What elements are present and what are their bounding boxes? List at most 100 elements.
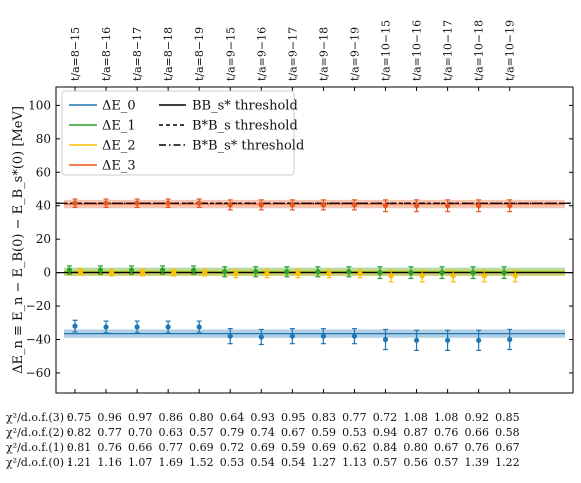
chi2-value-1-12: 0.76 (434, 426, 459, 439)
point-s0-11 (413, 337, 420, 343)
chi2-value-0-0: 0.75 (67, 411, 92, 424)
chi2-value-3-1: 1.16 (97, 456, 122, 469)
point-s3-11 (413, 203, 420, 209)
chi2-value-1-2: 0.70 (128, 426, 153, 439)
point-s1-7 (284, 269, 290, 275)
chi2-value-1-6: 0.74 (250, 426, 275, 439)
chi2-table: χ²/d.o.f.(3) :0.75 0.96 0.97 0.86 0.80 0.64 0.… (6, 411, 520, 469)
point-s0-13 (476, 337, 482, 343)
chi2-value-0-3: 0.86 (159, 411, 184, 424)
point-s1-14 (501, 270, 507, 276)
point-s3-12 (445, 203, 451, 209)
point-s0-2 (134, 324, 140, 330)
legend-label-level-3: ΔE_3 (102, 159, 136, 174)
x-category-label-7: t/a=9−17 (286, 27, 299, 81)
chi2-value-2-2: 0.66 (128, 441, 153, 454)
chi2-value-3-7: 0.54 (281, 456, 306, 469)
point-s3-9 (351, 202, 358, 208)
point-s0-14 (507, 336, 513, 343)
point-s3-1 (103, 200, 109, 206)
point-s2-9 (357, 270, 363, 277)
legend-label-threshold-1: B*B_s threshold (192, 119, 298, 134)
chi2-value-3-2: 1.07 (128, 456, 153, 469)
point-s3-14 (507, 203, 513, 209)
x-category-label-4: t/a=8−19 (193, 27, 206, 81)
chi2-value-2-0: 0.81 (67, 441, 92, 454)
y-tick-label-3: 0 (43, 266, 51, 280)
fit-bands (64, 199, 565, 338)
point-s0-12 (445, 337, 451, 343)
chi2-value-0-6: 0.93 (250, 411, 275, 424)
point-s1-12 (439, 270, 445, 276)
point-s0-3 (165, 324, 171, 330)
x-category-label-3: t/a=8−18 (162, 27, 175, 81)
point-s2-3 (171, 270, 177, 276)
point-s3-10 (382, 203, 389, 209)
point-s2-13 (481, 273, 487, 279)
point-s2-10 (388, 273, 394, 279)
chi2-value-1-9: 0.53 (342, 426, 367, 439)
y-tick-label-6: 60 (36, 165, 51, 179)
chi2-value-3-10: 0.57 (373, 456, 398, 469)
legend-label-level-1: ΔE_1 (102, 119, 136, 134)
x-category-label-6: t/a=9−16 (255, 27, 268, 81)
chi2-value-2-11: 0.80 (403, 441, 428, 454)
chi2-value-2-9: 0.62 (342, 441, 367, 454)
point-s3-6 (258, 202, 264, 208)
x-axis-top: t/a=8−15 t/a=8−16 t/a=8−17 t/a=8−18 t/a=8−19… (69, 20, 517, 393)
chi2-row-label-2: χ²/d.o.f.(1) : (6, 441, 71, 454)
chi2-value-0-8: 0.83 (312, 411, 337, 424)
chi2-value-0-12: 1.08 (434, 411, 459, 424)
chi2-row-label-0: χ²/d.o.f.(3) : (6, 411, 71, 424)
threshold-lines (56, 202, 573, 274)
point-s3-13 (476, 203, 482, 209)
chi2-value-0-1: 0.96 (97, 411, 122, 424)
chi2-value-3-14: 1.22 (495, 456, 520, 469)
point-s0-9 (351, 333, 358, 339)
point-s1-9 (346, 269, 352, 275)
chi2-value-1-14: 0.58 (495, 426, 520, 439)
x-category-label-2: t/a=8−17 (131, 27, 144, 81)
point-s3-7 (289, 202, 295, 208)
point-s2-1 (109, 270, 115, 276)
y-tick-label-4: 20 (36, 232, 51, 246)
chi2-value-1-10: 0.94 (373, 426, 398, 439)
chi2-value-3-8: 1.27 (312, 456, 337, 469)
chi2-value-2-8: 0.69 (312, 441, 337, 454)
point-s0-10 (382, 336, 389, 343)
point-s2-14 (512, 273, 518, 279)
y-tick-label-0: −60 (26, 366, 51, 380)
chi2-value-2-3: 0.77 (159, 441, 184, 454)
point-s2-11 (419, 273, 425, 279)
point-s1-2 (128, 267, 135, 273)
point-s1-10 (377, 270, 383, 276)
legend: ΔE_0 ΔE_1 ΔE_2 ΔE_3 BB_s* threshold B*B_s thr… (61, 90, 304, 176)
point-s3-0 (72, 200, 78, 206)
chi2-value-0-5: 0.64 (220, 411, 245, 424)
chi2-value-1-13: 0.66 (465, 426, 490, 439)
point-s1-8 (315, 269, 321, 275)
y-axis-title: ΔE_n ≡ E_n − E_B(0) − E_B_s*(0) [MeV] (11, 106, 26, 374)
point-s3-4 (196, 200, 202, 206)
chi2-value-1-0: 0.82 (67, 426, 92, 439)
chi2-value-3-11: 0.56 (403, 456, 428, 469)
point-s0-4 (196, 324, 202, 330)
chi2-value-0-7: 0.95 (281, 411, 306, 424)
point-s2-12 (450, 273, 456, 279)
legend-label-level-2: ΔE_2 (102, 139, 136, 154)
point-s0-7 (289, 333, 295, 339)
chi2-value-2-4: 0.69 (189, 441, 214, 454)
point-s0-6 (258, 334, 264, 340)
chi2-value-3-9: 1.13 (342, 456, 367, 469)
chi2-value-2-10: 0.84 (373, 441, 398, 454)
point-s0-5 (227, 333, 233, 339)
point-s3-5 (227, 202, 233, 208)
point-s1-4 (191, 267, 197, 273)
point-s1-1 (97, 267, 104, 273)
x-category-label-0: t/a=8−15 (69, 27, 82, 81)
point-s3-3 (165, 200, 171, 206)
chi2-value-1-7: 0.67 (281, 426, 306, 439)
chi2-value-3-0: 1.21 (67, 456, 92, 469)
